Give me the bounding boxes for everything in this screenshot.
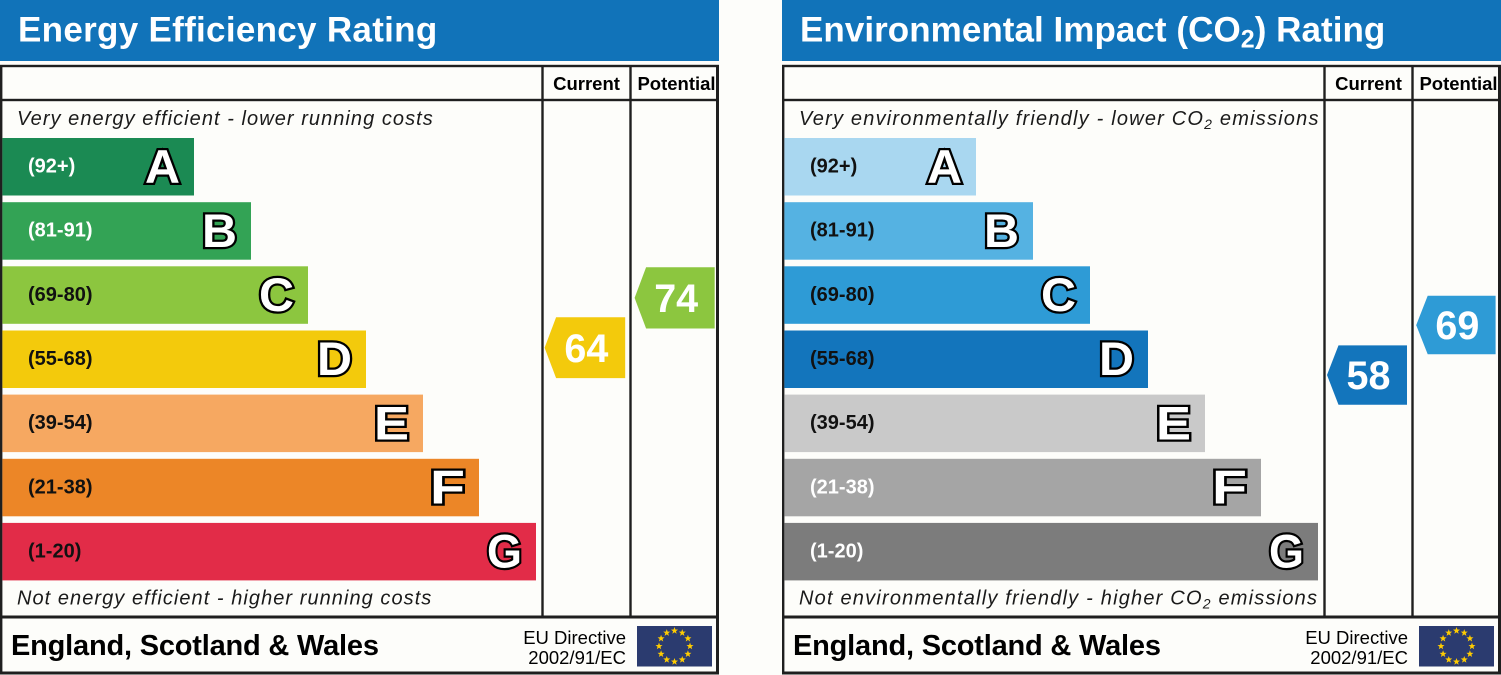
svg-text:F: F: [430, 461, 465, 514]
svg-text:F: F: [1212, 461, 1247, 514]
svg-text:2002/91/EC: 2002/91/EC: [1310, 647, 1408, 668]
svg-text:D: D: [1099, 332, 1134, 385]
svg-text:(69-80): (69-80): [810, 284, 874, 306]
svg-text:England, Scotland & Wales: England, Scotland & Wales: [11, 630, 379, 662]
svg-text:(55-68): (55-68): [28, 348, 92, 370]
svg-text:(92+): (92+): [28, 156, 75, 178]
svg-text:74: 74: [654, 277, 698, 321]
svg-text:E: E: [1156, 396, 1191, 449]
svg-text:Not energy efficient - higher: Not energy efficient - higher running co…: [17, 588, 432, 610]
svg-text:(21-38): (21-38): [28, 476, 92, 498]
svg-text:(39-54): (39-54): [28, 412, 92, 434]
svg-text:64: 64: [564, 327, 608, 371]
svg-text:C: C: [259, 268, 294, 321]
svg-text:A: A: [927, 140, 962, 193]
svg-text:B: B: [984, 204, 1019, 257]
svg-text:(81-91): (81-91): [810, 220, 874, 242]
svg-text:(1-20): (1-20): [28, 541, 81, 563]
svg-text:58: 58: [1347, 354, 1391, 398]
svg-text:Potential: Potential: [1419, 73, 1497, 94]
svg-text:B: B: [202, 204, 237, 257]
svg-text:A: A: [145, 140, 180, 193]
svg-text:(92+): (92+): [810, 156, 857, 178]
svg-text:G: G: [487, 525, 522, 578]
svg-text:EU Directive: EU Directive: [523, 627, 626, 648]
svg-text:Energy Efficiency Rating: Energy Efficiency Rating: [18, 11, 438, 50]
svg-text:2002/91/EC: 2002/91/EC: [528, 647, 626, 668]
svg-text:D: D: [317, 332, 352, 385]
svg-text:Environmental Impact (CO2) Rat: Environmental Impact (CO2) Rating: [800, 11, 1385, 54]
svg-text:EU Directive: EU Directive: [1305, 627, 1408, 648]
svg-text:Current: Current: [1335, 73, 1402, 94]
svg-text:(21-38): (21-38): [810, 476, 874, 498]
svg-text:Very energy efficient - lower: Very energy efficient - lower running co…: [17, 108, 434, 130]
svg-text:(39-54): (39-54): [810, 412, 874, 434]
svg-text:Not environmentally friendly -: Not environmentally friendly - higher CO…: [799, 588, 1318, 612]
svg-text:G: G: [1269, 525, 1304, 578]
svg-text:Current: Current: [553, 73, 620, 94]
svg-text:(81-91): (81-91): [28, 220, 92, 242]
svg-text:(69-80): (69-80): [28, 284, 92, 306]
svg-text:C: C: [1041, 268, 1076, 321]
svg-text:(55-68): (55-68): [810, 348, 874, 370]
svg-text:England, Scotland & Wales: England, Scotland & Wales: [793, 630, 1161, 662]
svg-text:69: 69: [1435, 304, 1479, 348]
svg-text:Very environmentally friendly: Very environmentally friendly - lower CO…: [799, 108, 1320, 132]
svg-text:Potential: Potential: [637, 73, 715, 94]
svg-text:(1-20): (1-20): [810, 541, 863, 563]
svg-text:E: E: [374, 396, 409, 449]
